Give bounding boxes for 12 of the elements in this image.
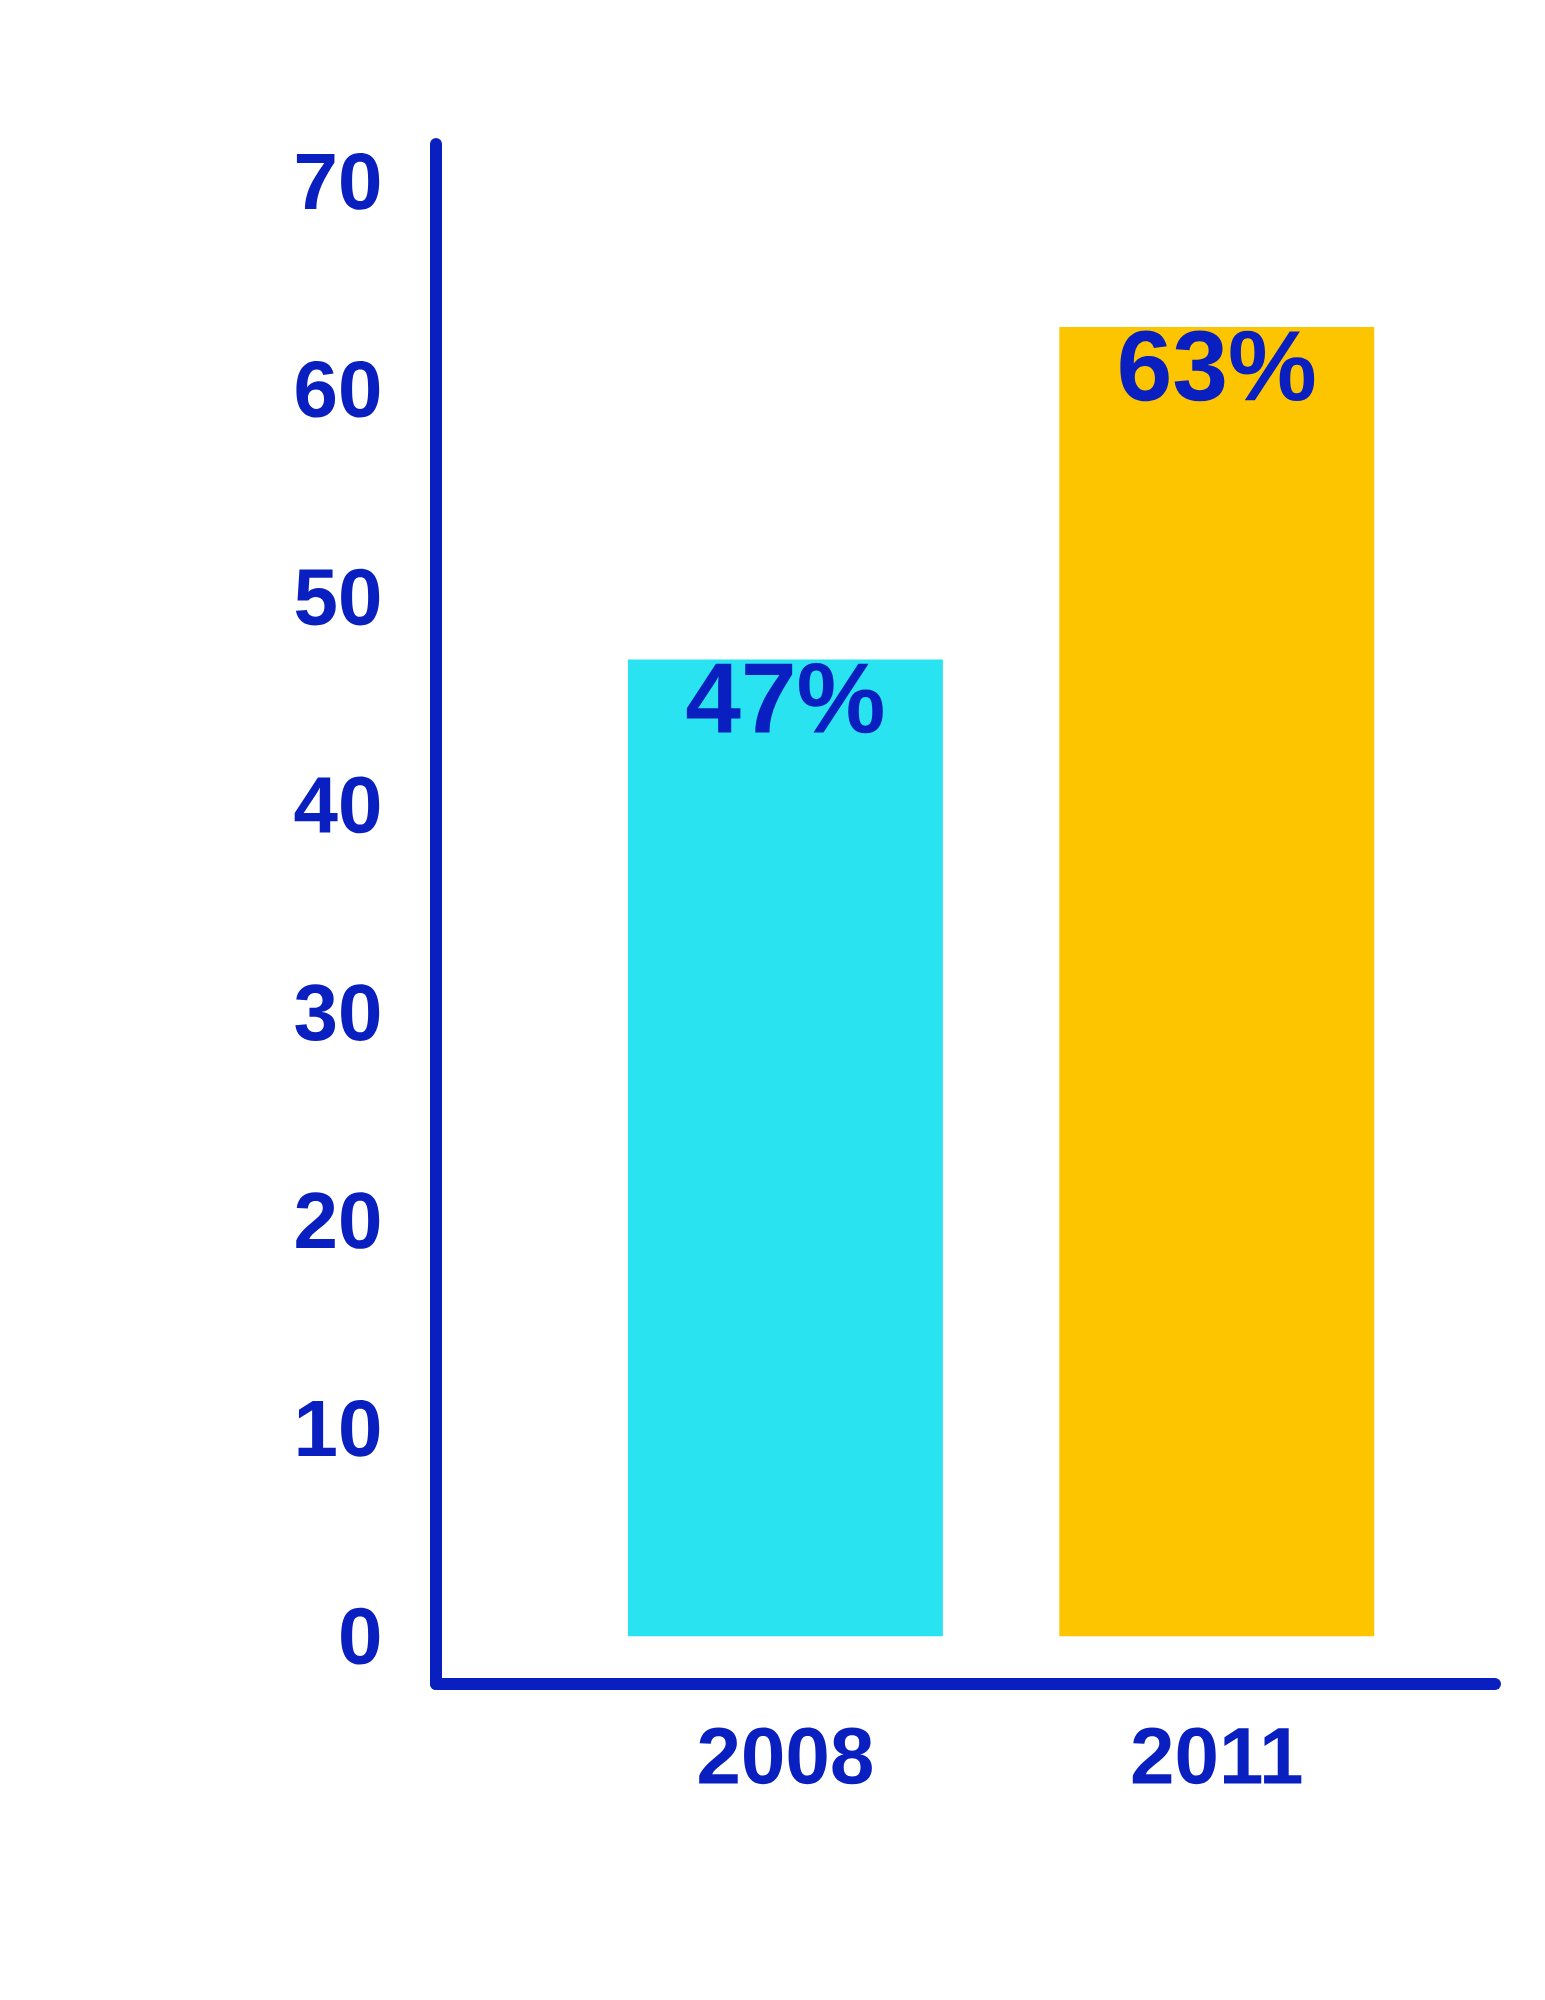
y-tick-label: 20 bbox=[296, 1192, 380, 1249]
y-tick-label: 60 bbox=[296, 360, 380, 418]
y-tick-label: 30 bbox=[295, 984, 380, 1042]
y-tick-label: 70 bbox=[296, 153, 380, 210]
data-label: 47% bbox=[686, 662, 883, 734]
y-tick-label: 10 bbox=[298, 1400, 380, 1457]
x-tick-label: 2011 bbox=[1132, 1727, 1302, 1785]
y-tick-label: 0 bbox=[341, 1607, 380, 1665]
y-tick-label: 40 bbox=[294, 776, 380, 834]
y-tick-label: 50 bbox=[295, 568, 380, 626]
x-tick-label: 2008 bbox=[699, 1727, 872, 1785]
data-label: 63% bbox=[1120, 330, 1315, 402]
